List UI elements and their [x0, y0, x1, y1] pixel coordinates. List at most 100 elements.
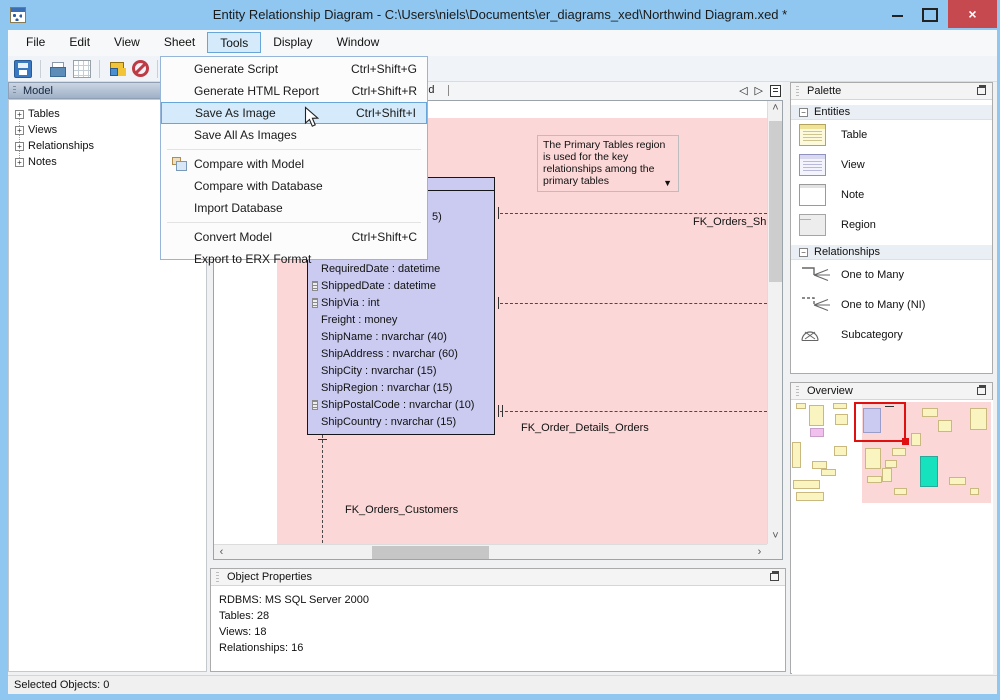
- tree-item-views[interactable]: + Views: [15, 122, 206, 138]
- fk-label[interactable]: FK_Order_Details_Orders: [521, 422, 649, 434]
- menu-item-compare-with-database[interactable]: Compare with Database: [161, 175, 427, 197]
- close-button[interactable]: ×: [948, 0, 997, 28]
- collapse-icon[interactable]: −: [799, 107, 808, 117]
- minimap-viewport-rect[interactable]: [854, 402, 906, 442]
- palette-item-view[interactable]: View: [791, 150, 992, 180]
- relationship-line: [500, 411, 767, 412]
- field-text: ShipName : nvarchar (40): [321, 330, 447, 343]
- menubar-item-display[interactable]: Display: [273, 35, 313, 49]
- minimize-button[interactable]: [885, 0, 911, 28]
- menu-item-compare-with-model[interactable]: Compare with Model: [161, 153, 427, 175]
- object-properties-panel: Object Properties RDBMS: MS SQL Server 2…: [210, 568, 786, 672]
- overview-minimap[interactable]: [792, 400, 993, 674]
- palette-item-one-to-many[interactable]: One to Many: [791, 260, 992, 290]
- table-field-row[interactable]: ShipPostalCode : nvarchar (10): [308, 396, 494, 413]
- tree-item-relationships[interactable]: + Relationships: [15, 138, 206, 154]
- horizontal-scroll-thumb[interactable]: [372, 546, 489, 559]
- fk-label[interactable]: FK_Orders_Customers: [345, 504, 459, 516]
- next-sheet-icon[interactable]: ▷: [754, 85, 763, 97]
- table-field-row[interactable]: RequiredDate : datetime: [308, 260, 494, 277]
- save-icon[interactable]: [14, 59, 32, 78]
- app-body: File Edit View Sheet Tools Display Window Mode…: [8, 30, 997, 694]
- prev-sheet-icon[interactable]: ◁: [739, 85, 748, 97]
- table-field-row[interactable]: ShippedDate : datetime: [308, 277, 494, 294]
- palette-item-region[interactable]: Region: [791, 210, 992, 240]
- minimap-table: [792, 442, 801, 468]
- vertical-scrollbar[interactable]: ˄ ˅: [767, 101, 782, 544]
- compare-icon: [172, 157, 187, 171]
- scroll-left-icon[interactable]: ‹: [219, 546, 224, 558]
- menu-icon-cell: [166, 179, 194, 193]
- horizontal-scrollbar[interactable]: ‹ ›: [214, 544, 767, 559]
- fk-label[interactable]: FK_Orders_Ship: [693, 216, 767, 228]
- table-field-row[interactable]: ShipCity : nvarchar (15): [308, 362, 494, 379]
- tree-item-notes[interactable]: + Notes: [15, 154, 206, 170]
- minimap-viewport-handle[interactable]: [902, 438, 909, 445]
- table-field-row[interactable]: ShipVia : int: [308, 294, 494, 311]
- palette-section-entities: − Entities: [791, 104, 992, 120]
- menu-item-save-all-as-images[interactable]: Save All As Images: [161, 124, 427, 146]
- menu-icon-cell: [167, 106, 195, 120]
- menu-item-save-as-image[interactable]: Save As Image Ctrl+Shift+I: [161, 102, 427, 124]
- collapse-icon[interactable]: −: [799, 247, 808, 257]
- menubar-item-tools[interactable]: Tools: [207, 32, 262, 53]
- menu-item-convert-model[interactable]: Convert Model Ctrl+Shift+C: [161, 226, 427, 248]
- field-text: ShipCity : nvarchar (15): [321, 364, 437, 377]
- palette-item-table[interactable]: Table: [791, 120, 992, 150]
- menubar-item-window[interactable]: Window: [336, 35, 380, 49]
- tree-expander-icon[interactable]: +: [15, 157, 24, 167]
- table-field-row[interactable]: ShipName : nvarchar (40): [308, 328, 494, 345]
- minimap-table: [949, 477, 966, 485]
- tree-expander-icon[interactable]: +: [15, 141, 24, 151]
- panel-grip: [796, 86, 799, 96]
- print-icon[interactable]: [49, 60, 67, 78]
- table-field-row[interactable]: ShipCountry : nvarchar (15): [308, 413, 494, 430]
- menu-item-import-database[interactable]: Import Database: [161, 197, 427, 219]
- palette-item-one-to-many-ni-[interactable]: One to Many (NI): [791, 290, 992, 320]
- palette-item-subcategory[interactable]: Subcategory: [791, 320, 992, 350]
- tree-item-label: Tables: [28, 108, 60, 120]
- table-field-row[interactable]: Freight : money: [308, 311, 494, 328]
- menubar-item-view[interactable]: View: [114, 35, 140, 49]
- tree-expander-icon[interactable]: +: [15, 109, 24, 119]
- subcategory-icon: [799, 328, 833, 343]
- grid-icon[interactable]: [73, 59, 91, 78]
- palette-item-label: Region: [841, 219, 876, 231]
- table-field-row[interactable]: ShipAddress : nvarchar (60): [308, 345, 494, 362]
- minimap-table: [865, 448, 881, 469]
- menu-item-export-to-erx-format[interactable]: Export to ERX Format: [161, 248, 427, 270]
- menubar-item-sheet[interactable]: Sheet: [163, 35, 196, 49]
- maximize-button[interactable]: [915, 0, 941, 28]
- sheet-list-icon[interactable]: [770, 85, 781, 97]
- float-panel-icon[interactable]: [770, 571, 779, 581]
- minimap-table: [970, 488, 979, 495]
- float-panel-icon[interactable]: [977, 385, 986, 395]
- scroll-up-icon[interactable]: ˄: [772, 102, 779, 114]
- palette-item-label: One to Many (NI): [841, 299, 926, 311]
- tree-item-tables[interactable]: + Tables: [15, 106, 206, 122]
- scroll-down-icon[interactable]: ˅: [772, 530, 779, 542]
- diagram-note[interactable]: The Primary Tables region is used for th…: [537, 135, 679, 192]
- model-panel-header: Model: [8, 82, 207, 99]
- scroll-right-icon[interactable]: ›: [757, 546, 762, 558]
- table-field-list: RequiredDate : datetime ShippedDate : dat…: [308, 260, 494, 430]
- menu-item-generate-script[interactable]: Generate Script Ctrl+Shift+G: [161, 58, 427, 80]
- vertical-scroll-thumb[interactable]: [769, 121, 782, 282]
- minimap-table: [894, 488, 907, 495]
- diagram-layout-icon[interactable]: [108, 60, 126, 78]
- tree-expander-icon[interactable]: +: [15, 125, 24, 135]
- menu-item-shortcut: Ctrl+Shift+I: [355, 106, 416, 120]
- palette-item-note[interactable]: Note: [791, 180, 992, 210]
- table-field-row[interactable]: ShipRegion : nvarchar (15): [308, 379, 494, 396]
- toolbar: [8, 56, 997, 82]
- menu-item-generate-html-report[interactable]: Generate HTML Report Ctrl+Shift+R: [161, 80, 427, 102]
- block-icon[interactable]: [132, 60, 149, 77]
- tree-item-label: Relationships: [28, 140, 95, 152]
- status-bar: Selected Objects: 0: [8, 675, 997, 694]
- float-panel-icon[interactable]: [977, 85, 986, 95]
- menubar-item-file[interactable]: File: [26, 35, 46, 49]
- palette-item-label: Table: [841, 129, 868, 141]
- menubar-item-edit[interactable]: Edit: [69, 35, 91, 49]
- menu-item-label: Generate Script: [194, 62, 279, 76]
- palette-title: Palette: [807, 85, 842, 97]
